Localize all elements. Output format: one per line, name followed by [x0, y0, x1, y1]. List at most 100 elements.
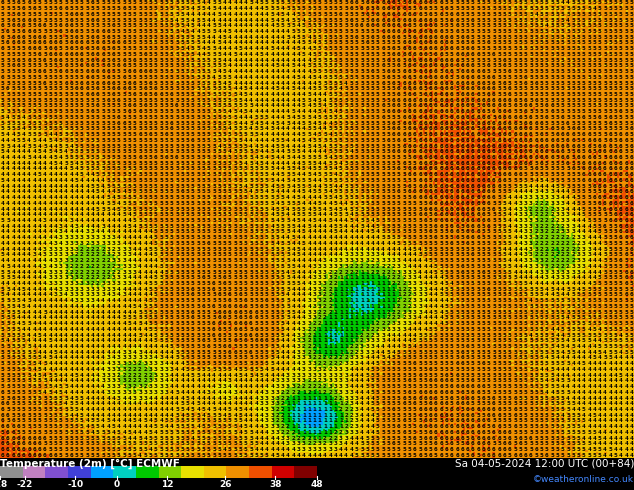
Text: 5: 5	[11, 361, 15, 366]
Text: 5: 5	[297, 212, 301, 217]
Text: 5: 5	[54, 115, 57, 120]
Text: 4: 4	[238, 12, 242, 17]
Text: 5: 5	[387, 418, 390, 423]
Text: 5: 5	[355, 109, 358, 114]
Text: 4: 4	[96, 298, 100, 303]
Text: 6: 6	[191, 287, 195, 292]
Text: 5: 5	[170, 344, 174, 349]
Text: 5: 5	[165, 161, 168, 166]
Text: 4: 4	[154, 395, 158, 400]
Text: 4: 4	[233, 86, 237, 91]
Text: 6: 6	[524, 98, 527, 103]
Text: 4: 4	[91, 206, 94, 212]
Text: 4: 4	[86, 407, 89, 412]
Text: 5: 5	[434, 344, 437, 349]
Text: 5: 5	[624, 46, 628, 51]
Text: 5: 5	[64, 453, 68, 458]
Text: 4: 4	[43, 161, 47, 166]
Text: 4: 4	[22, 218, 25, 223]
Text: 5: 5	[11, 413, 15, 417]
Text: 4: 4	[624, 447, 628, 452]
Text: 4: 4	[1, 212, 4, 217]
Text: 3: 3	[302, 327, 306, 332]
Text: 4: 4	[619, 355, 623, 361]
Text: 4: 4	[297, 41, 301, 46]
Text: 5: 5	[54, 161, 57, 166]
Text: 5: 5	[43, 395, 47, 400]
Text: 6: 6	[598, 161, 602, 166]
Text: 5: 5	[249, 218, 253, 223]
Text: 4: 4	[614, 447, 618, 452]
Text: 5: 5	[292, 310, 295, 315]
Text: 5: 5	[450, 333, 453, 338]
Text: 5: 5	[228, 407, 231, 412]
Text: 1: 1	[355, 275, 358, 280]
Text: 4: 4	[376, 235, 380, 240]
Text: 4: 4	[270, 184, 274, 189]
Text: 5: 5	[545, 361, 548, 366]
Text: 5: 5	[159, 212, 163, 217]
Text: 4: 4	[276, 189, 279, 195]
Text: 4: 4	[54, 378, 57, 383]
Text: 5: 5	[566, 401, 570, 406]
Text: 1: 1	[360, 293, 364, 297]
Text: 4: 4	[212, 384, 216, 389]
Text: 5: 5	[360, 184, 364, 189]
Text: 6: 6	[434, 18, 437, 23]
Text: 5: 5	[197, 109, 200, 114]
Text: 5: 5	[32, 63, 36, 69]
Text: 6: 6	[534, 155, 538, 160]
Text: 4: 4	[32, 235, 36, 240]
Text: 5: 5	[540, 316, 543, 320]
Text: 5: 5	[545, 327, 548, 332]
Text: 6: 6	[48, 41, 52, 46]
Text: 5: 5	[16, 109, 20, 114]
Text: 5: 5	[413, 212, 417, 217]
Text: 6: 6	[64, 52, 68, 57]
Text: 5: 5	[149, 149, 152, 154]
Text: 4: 4	[333, 206, 337, 212]
Text: 6: 6	[524, 149, 527, 154]
Text: 4: 4	[86, 338, 89, 343]
Text: 5: 5	[609, 41, 612, 46]
Text: 5: 5	[1, 69, 4, 74]
Text: 5: 5	[614, 23, 618, 28]
Text: 5: 5	[228, 367, 231, 372]
Text: 5: 5	[444, 304, 448, 309]
Text: 4: 4	[54, 149, 57, 154]
Text: 5: 5	[550, 178, 554, 183]
Text: 5: 5	[593, 115, 596, 120]
Text: 5: 5	[96, 12, 100, 17]
Text: 3: 3	[328, 447, 332, 452]
Text: 4: 4	[6, 172, 10, 177]
Text: 2: 2	[534, 252, 538, 257]
Text: 6: 6	[508, 430, 512, 435]
Text: 5: 5	[487, 367, 491, 372]
Text: 5: 5	[603, 155, 607, 160]
Text: 5: 5	[138, 333, 142, 338]
Text: 5: 5	[244, 132, 247, 137]
Text: 5: 5	[508, 367, 512, 372]
Text: 5: 5	[360, 212, 364, 217]
Text: 5: 5	[212, 224, 216, 229]
Text: 3: 3	[292, 372, 295, 378]
Text: 4: 4	[577, 229, 580, 234]
Text: 5: 5	[59, 63, 63, 69]
Text: 6: 6	[22, 413, 25, 417]
Text: 5: 5	[181, 407, 184, 412]
Text: 5: 5	[365, 218, 369, 223]
Text: 5: 5	[498, 395, 501, 400]
Text: 6: 6	[471, 115, 475, 120]
Text: 5: 5	[630, 304, 633, 309]
Text: 6: 6	[529, 155, 533, 160]
Text: 5: 5	[524, 413, 527, 417]
Text: 4: 4	[593, 246, 596, 252]
Text: 5: 5	[614, 35, 618, 40]
Text: 6: 6	[413, 144, 417, 148]
Text: 5: 5	[614, 46, 618, 51]
Text: 5: 5	[466, 252, 469, 257]
Text: 5: 5	[238, 212, 242, 217]
Text: 5: 5	[202, 121, 205, 125]
Text: 4: 4	[307, 293, 311, 297]
Text: 5: 5	[260, 361, 263, 366]
